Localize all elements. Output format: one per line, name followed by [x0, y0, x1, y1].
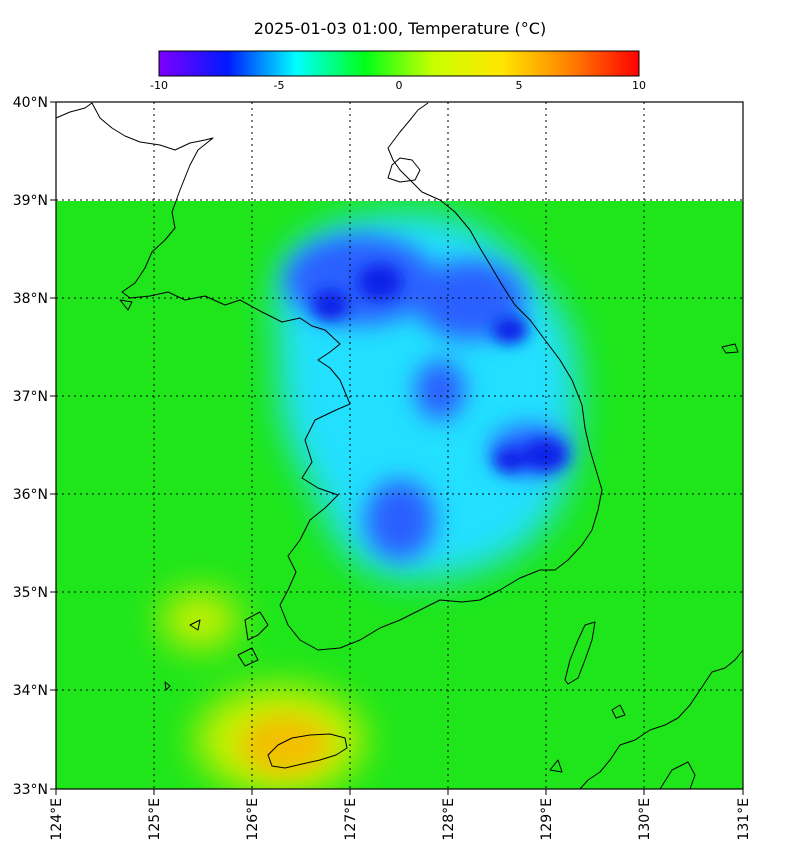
coastline-japan-south	[659, 761, 696, 790]
lon-label: 131°E	[736, 798, 752, 841]
lat-label: 34°N	[13, 683, 48, 699]
temperature-field	[56, 201, 743, 789]
colorbar-tick-label: 5	[516, 79, 523, 92]
latitude-labels: 40°N 39°N 38°N 37°N 36°N 35°N 34°N 33°N	[13, 95, 48, 798]
coastline-islet	[189, 619, 201, 631]
lon-label: 130°E	[637, 798, 653, 841]
lon-label: 126°E	[245, 798, 261, 841]
colorbar-tick-label: 0	[396, 79, 403, 92]
colorbar: -10 -5 0 5 10	[150, 50, 646, 92]
coastline-islet	[244, 611, 269, 641]
coastline-islet	[549, 759, 563, 773]
longitude-labels: 124°E 125°E 126°E 127°E 128°E 129°E 130°…	[49, 798, 752, 841]
axis-ticks	[50, 101, 744, 795]
lat-label: 40°N	[13, 95, 48, 111]
field-warm-core	[240, 715, 330, 775]
lat-label: 35°N	[13, 585, 48, 601]
lon-label: 125°E	[147, 798, 163, 841]
map-title: 2025-01-03 01:00, Temperature (°C)	[254, 19, 546, 38]
coastline-tsushima	[564, 621, 596, 685]
lon-label: 128°E	[441, 798, 457, 841]
colorbar-tick-label: -5	[274, 79, 285, 92]
gridlines	[56, 102, 743, 789]
coastline-jeju	[267, 733, 348, 769]
colorbar-tick-label: -10	[150, 79, 168, 92]
lat-label: 36°N	[13, 487, 48, 503]
map-frame	[55, 101, 744, 790]
lat-label: 39°N	[13, 193, 48, 209]
lon-label: 127°E	[343, 798, 359, 841]
coastlines	[55, 102, 744, 790]
colorbar-tick-label: 10	[632, 79, 646, 92]
coastline-north-east	[387, 157, 421, 183]
lat-label: 38°N	[13, 291, 48, 307]
coastline-islet	[237, 647, 259, 667]
lat-label: 37°N	[13, 389, 48, 405]
coastline-islet	[164, 681, 171, 691]
coastline-peninsula	[55, 102, 603, 651]
coastline-japan	[579, 649, 744, 790]
coastline-islet	[721, 343, 739, 354]
lon-label: 129°E	[539, 798, 555, 841]
lat-label: 33°N	[13, 782, 48, 798]
lon-label: 124°E	[49, 798, 65, 841]
map-panel: 40°N 39°N 38°N 37°N 36°N 35°N 34°N 33°N …	[13, 95, 752, 841]
coastline-islet	[611, 704, 626, 719]
coastline-islet	[119, 299, 133, 311]
colorbar-bar	[158, 50, 640, 77]
